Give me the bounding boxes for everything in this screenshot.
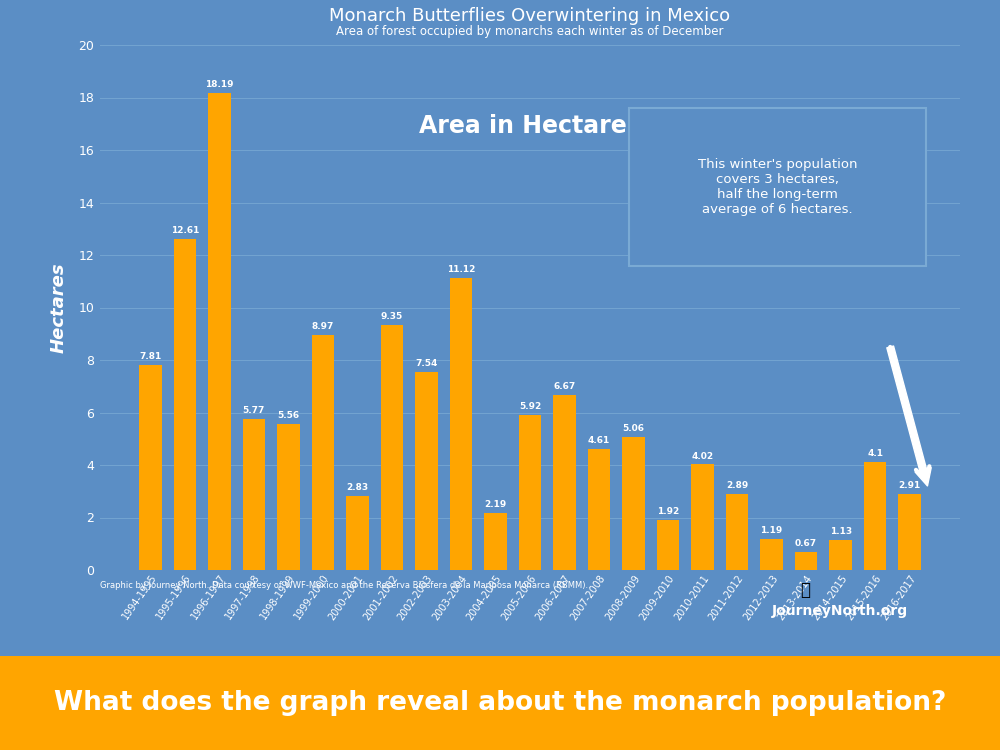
Text: 1.13: 1.13 <box>830 527 852 536</box>
Bar <box>484 512 507 570</box>
Bar <box>760 538 783 570</box>
Bar <box>864 462 886 570</box>
Text: What does the graph reveal about the monarch population?: What does the graph reveal about the mon… <box>54 690 946 716</box>
FancyBboxPatch shape <box>629 108 926 266</box>
Text: 2.89: 2.89 <box>726 482 748 490</box>
Text: 0.67: 0.67 <box>795 539 817 548</box>
Text: 2.19: 2.19 <box>484 500 507 508</box>
Text: Area of forest occupied by monarchs each winter as of December: Area of forest occupied by monarchs each… <box>336 26 724 38</box>
Text: 7.54: 7.54 <box>415 359 438 368</box>
Bar <box>691 464 714 570</box>
Text: 5.06: 5.06 <box>623 424 645 433</box>
Text: Area in Hectares: Area in Hectares <box>419 115 641 138</box>
Bar <box>174 239 196 570</box>
Bar <box>208 92 231 570</box>
Text: 8.97: 8.97 <box>312 322 334 331</box>
Bar <box>450 278 472 570</box>
Text: 2.83: 2.83 <box>346 483 368 492</box>
Text: 11.12: 11.12 <box>447 266 475 274</box>
Bar <box>381 325 403 570</box>
Text: 12.61: 12.61 <box>171 226 199 235</box>
Bar <box>415 372 438 570</box>
Text: 5.92: 5.92 <box>519 402 541 411</box>
Bar <box>829 540 852 570</box>
Text: 4.1: 4.1 <box>867 449 883 458</box>
Text: 7.81: 7.81 <box>139 352 161 361</box>
Bar <box>312 334 334 570</box>
Text: 4.02: 4.02 <box>692 452 714 460</box>
Bar <box>243 419 265 570</box>
Text: 1.19: 1.19 <box>760 526 783 535</box>
Bar <box>795 553 817 570</box>
Text: This winter's population
covers 3 hectares,
half the long-term
average of 6 hect: This winter's population covers 3 hectar… <box>698 158 857 216</box>
Text: 2.91: 2.91 <box>899 481 921 490</box>
Y-axis label: Hectares: Hectares <box>49 262 67 352</box>
Bar <box>726 494 748 570</box>
Text: 6.67: 6.67 <box>553 382 576 391</box>
Bar <box>622 437 645 570</box>
Text: Monarch Butterflies Overwintering in Mexico: Monarch Butterflies Overwintering in Mex… <box>329 8 731 26</box>
Bar <box>588 449 610 570</box>
Text: 🦋: 🦋 <box>800 581 810 599</box>
Text: 4.61: 4.61 <box>588 436 610 445</box>
Text: JourneyNorth.org: JourneyNorth.org <box>772 604 908 618</box>
X-axis label: Winter: Winter <box>496 670 564 688</box>
Text: 9.35: 9.35 <box>381 312 403 321</box>
Bar <box>657 520 679 570</box>
Bar <box>898 494 921 570</box>
Bar <box>139 365 162 570</box>
Text: 1.92: 1.92 <box>657 507 679 516</box>
Bar <box>346 496 369 570</box>
Text: 5.56: 5.56 <box>277 411 299 420</box>
Bar <box>519 415 541 570</box>
Text: 18.19: 18.19 <box>205 80 234 88</box>
Bar <box>553 395 576 570</box>
Text: 5.77: 5.77 <box>243 406 265 415</box>
FancyArrowPatch shape <box>887 346 931 486</box>
Text: Graphic by Journey North. Data courtesy of WWF-Mexico and the Reserva Biosfera d: Graphic by Journey North. Data courtesy … <box>100 581 588 590</box>
Bar <box>277 424 300 570</box>
